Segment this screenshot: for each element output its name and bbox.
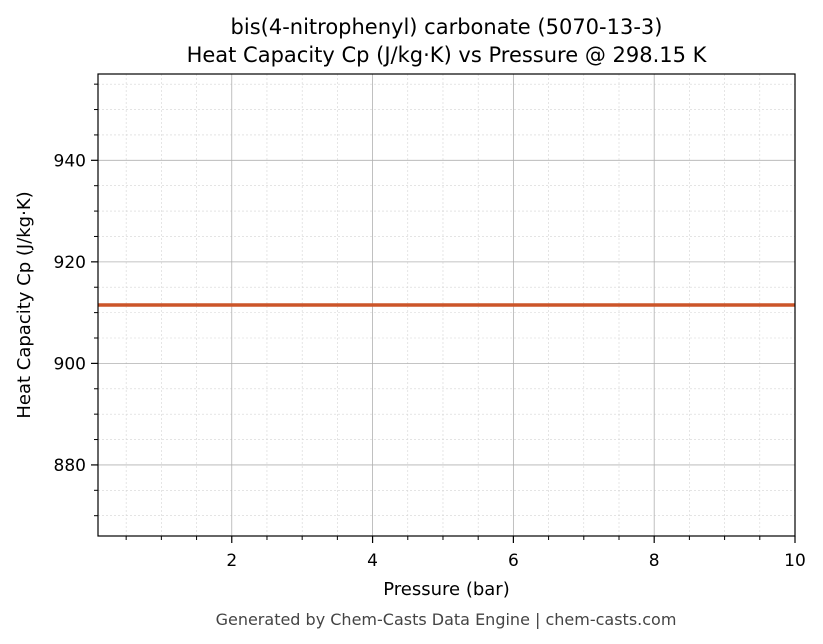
y-axis-ticks: 880 900 920 940 bbox=[54, 83, 98, 517]
y-tick-label: 880 bbox=[54, 456, 86, 476]
y-axis-label: Heat Capacity Cp (J/kg·K) bbox=[14, 191, 35, 418]
y-tick-label: 900 bbox=[54, 354, 86, 374]
x-axis-label: Pressure (bar) bbox=[383, 579, 509, 600]
x-axis-ticks: 2 4 6 8 10 bbox=[125, 536, 806, 571]
footer-credit: Generated by Chem-Casts Data Engine | ch… bbox=[216, 610, 677, 629]
x-tick-label: 4 bbox=[367, 551, 378, 571]
x-tick-label: 2 bbox=[226, 551, 237, 571]
chart-title-line1: bis(4-nitrophenyl) carbonate (5070-13-3) bbox=[231, 15, 663, 39]
plot-frame bbox=[97, 73, 796, 537]
chart-title-line2: Heat Capacity Cp (J/kg·K) vs Pressure @ … bbox=[187, 43, 708, 67]
x-tick-label: 6 bbox=[508, 551, 519, 571]
y-tick-label: 940 bbox=[54, 151, 86, 171]
minor-grid bbox=[98, 74, 795, 536]
x-tick-label: 8 bbox=[649, 551, 660, 571]
x-tick-label: 10 bbox=[784, 551, 806, 571]
y-tick-label: 920 bbox=[54, 253, 86, 273]
